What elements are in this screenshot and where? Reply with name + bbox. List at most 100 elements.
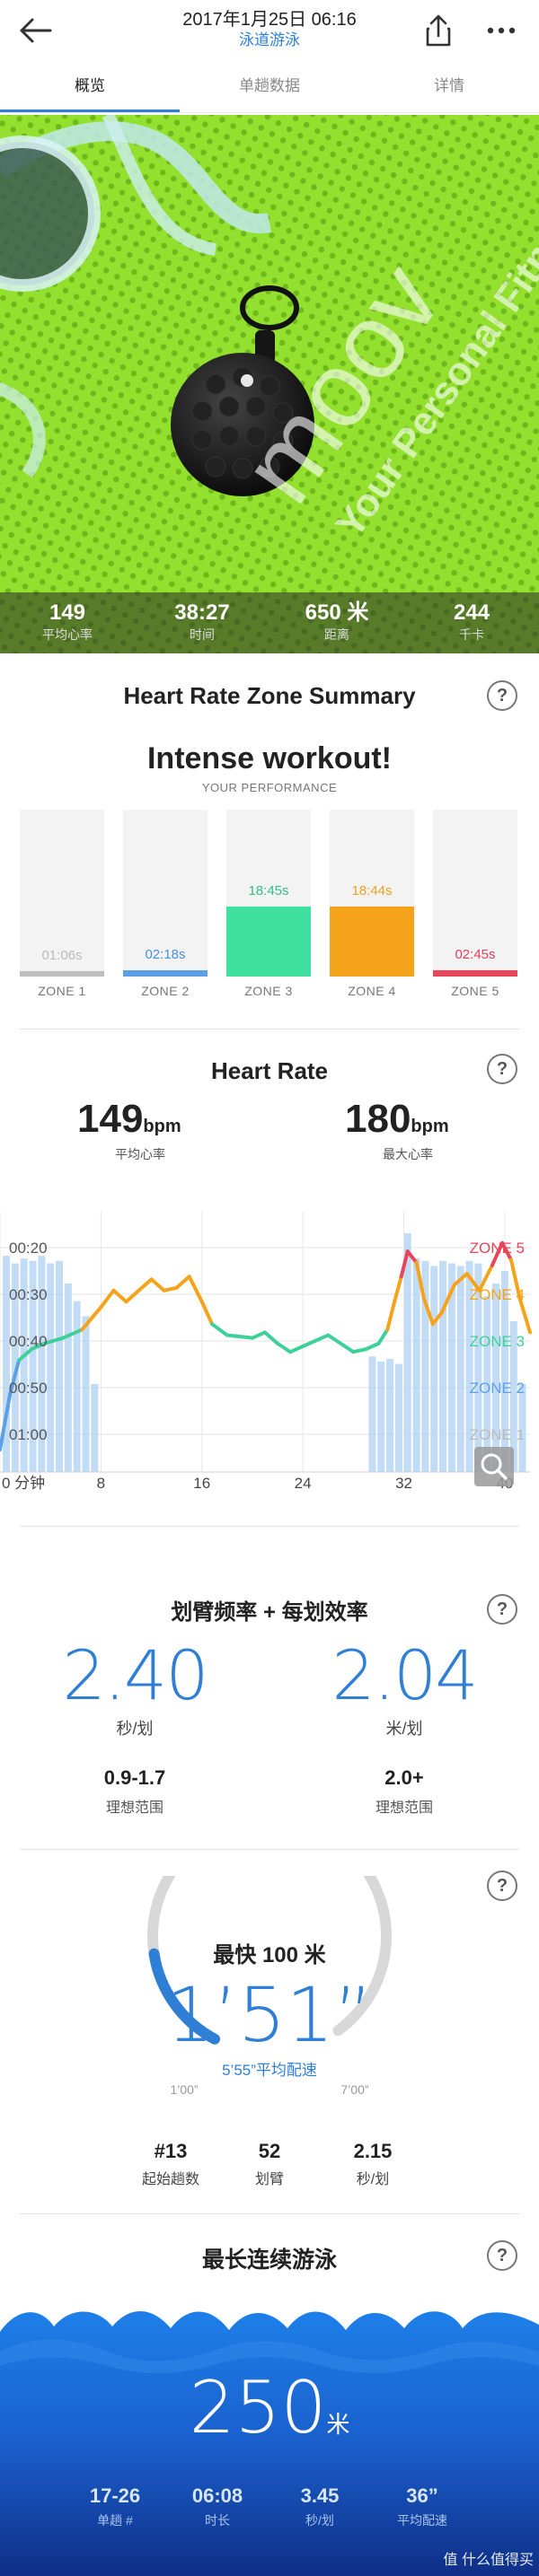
x-tick-label: 0 分钟 <box>2 1475 45 1490</box>
zone-bar-fill <box>123 970 208 977</box>
hr-line-segment <box>405 1249 419 1265</box>
hr-line-segment <box>301 1338 318 1348</box>
hr-line-segment <box>111 1288 128 1304</box>
hr-line-segment <box>517 1297 532 1335</box>
pace-bar <box>29 1260 37 1472</box>
longest-swim-avg-pace: 36” 平均配速 <box>397 2484 447 2528</box>
hero-stat-avg-hr: 149 平均心率 <box>42 600 93 642</box>
pace-bar <box>91 1384 99 1472</box>
zoom-search-icon[interactable] <box>474 1447 514 1486</box>
pace-bar <box>483 1296 491 1472</box>
more-options-icon[interactable] <box>482 13 521 48</box>
hr-line-segment <box>276 1341 293 1354</box>
y-tick-label: 01:00 <box>9 1426 48 1443</box>
hr-line-segment <box>199 1300 214 1327</box>
hero-stat-time: 38:27 时间 <box>174 600 230 642</box>
y-tick-label: 00:30 <box>9 1286 48 1303</box>
hr-line-segment <box>17 1347 34 1362</box>
x-tick-label: 24 <box>295 1475 312 1490</box>
fastest-strokes: 52 <box>258 2140 281 2162</box>
pace-bar <box>492 1284 500 1472</box>
fastest-100-gauge <box>147 1876 392 2045</box>
zone-bar-5: 02:45s <box>433 810 517 977</box>
pace-bar <box>377 1361 385 1472</box>
zone-time: 18:44s <box>351 883 393 898</box>
longest-swim-distance: 250米 <box>189 2366 350 2449</box>
hr-line-segment <box>210 1322 229 1337</box>
hr-line-segment <box>351 1347 368 1354</box>
hr-line-segment <box>162 1285 179 1292</box>
zone-label: ZONE 3 <box>244 984 293 998</box>
divider <box>20 1526 519 1527</box>
pace-bar <box>56 1260 64 1472</box>
hr-line-segment <box>124 1288 141 1304</box>
pace-bar <box>20 1258 28 1472</box>
pace-bar <box>64 1284 72 1472</box>
zone-label: ZONE 4 <box>348 984 396 998</box>
stroke-title: 划臂频率 + 每划效率 <box>171 1600 368 1625</box>
hr-line-segment <box>490 1240 505 1267</box>
gauge-min-label: 1’00” <box>170 2082 199 2097</box>
workout-intensity-headline: Intense workout! <box>146 741 393 775</box>
hr-line-segment <box>339 1341 356 1354</box>
zone-label: ZONE 1 <box>38 984 86 998</box>
stroke-efficiency-ideal-range: 2.0+ <box>384 1766 424 1789</box>
longest-swim-title: 最长连续游泳 <box>201 2247 337 2273</box>
pace-bar <box>368 1356 376 1472</box>
pace-bar <box>3 1256 11 1472</box>
zone-label: ZONE 2 <box>141 984 190 998</box>
hr-line-segment <box>422 1297 435 1327</box>
zone-bar-1: 01:06s <box>20 810 104 977</box>
fastest-sec-per-stroke-label: 秒/划 <box>356 2172 390 2187</box>
x-tick-label: 16 <box>193 1475 210 1490</box>
zone-bar-fill <box>226 907 311 977</box>
watermark: 值 什么值得买 <box>443 2553 534 2568</box>
share-icon[interactable] <box>420 13 456 48</box>
hr-line-segment <box>477 1263 494 1292</box>
fastest-sec-per-stroke: 2.15 <box>353 2140 393 2162</box>
hr-line-segment <box>42 1336 66 1345</box>
tab-overview[interactable]: 概览 <box>0 63 180 112</box>
hr-zone-summary-title: Heart Rate Zone Summary <box>123 682 416 709</box>
top-bar: 2017年1月25日 06:16 泳道游泳 <box>0 0 539 59</box>
zone-axis-label: ZONE 3 <box>470 1333 525 1350</box>
hr-line-segment <box>174 1275 191 1290</box>
pace-bar <box>73 1301 81 1472</box>
max-heart-rate: 180bpm <box>345 1097 449 1141</box>
workout-type: 泳道游泳 <box>239 31 300 48</box>
help-icon[interactable]: ? <box>487 1054 517 1084</box>
workout-date: 2017年1月25日 06:16 <box>182 10 357 30</box>
zone-axis-label: ZONE 5 <box>470 1240 525 1257</box>
help-icon[interactable]: ? <box>487 680 517 711</box>
longest-swim-duration: 06:08 时长 <box>191 2484 243 2528</box>
help-icon[interactable]: ? <box>487 1871 517 1901</box>
fastest-100-time: 1’51” <box>165 1971 374 2059</box>
hr-line-segment <box>187 1275 204 1304</box>
pace-bar <box>38 1256 46 1472</box>
hr-line-segment <box>439 1283 456 1315</box>
tab-bar: 概览 单趟数据 详情 <box>0 63 539 113</box>
pace-bar <box>456 1266 464 1472</box>
hr-line-segment <box>414 1260 426 1301</box>
avg-heart-rate-label: 平均心率 <box>115 1147 165 1161</box>
pace-bar <box>421 1260 429 1472</box>
hr-line-segment <box>149 1277 166 1292</box>
tab-details[interactable]: 详情 <box>434 77 464 94</box>
hr-line-segment <box>464 1272 482 1292</box>
y-tick-label: 00:20 <box>9 1240 48 1257</box>
hr-line-segment <box>314 1333 331 1343</box>
back-arrow-icon[interactable] <box>18 14 54 47</box>
hr-line-segment <box>250 1330 267 1340</box>
hr-line-segment <box>452 1272 469 1287</box>
hero-stats-bar: 149 平均心率 38:27 时间 650 米距离 244 千卡 <box>0 592 539 653</box>
pace-bar <box>465 1260 473 1472</box>
help-icon[interactable]: ? <box>487 2240 517 2271</box>
hero-stat-calories: 244 千卡 <box>453 600 490 642</box>
stroke-rate-ideal-label: 理想范围 <box>105 1801 163 1816</box>
zone-time: 02:45s <box>455 947 496 962</box>
hr-line-segment <box>137 1277 154 1292</box>
tab-lap-data[interactable]: 单趟数据 <box>239 77 300 94</box>
hr-line-segment <box>30 1341 47 1352</box>
help-icon[interactable]: ? <box>487 1594 517 1625</box>
stroke-efficiency-ideal-label: 理想范围 <box>375 1801 433 1816</box>
